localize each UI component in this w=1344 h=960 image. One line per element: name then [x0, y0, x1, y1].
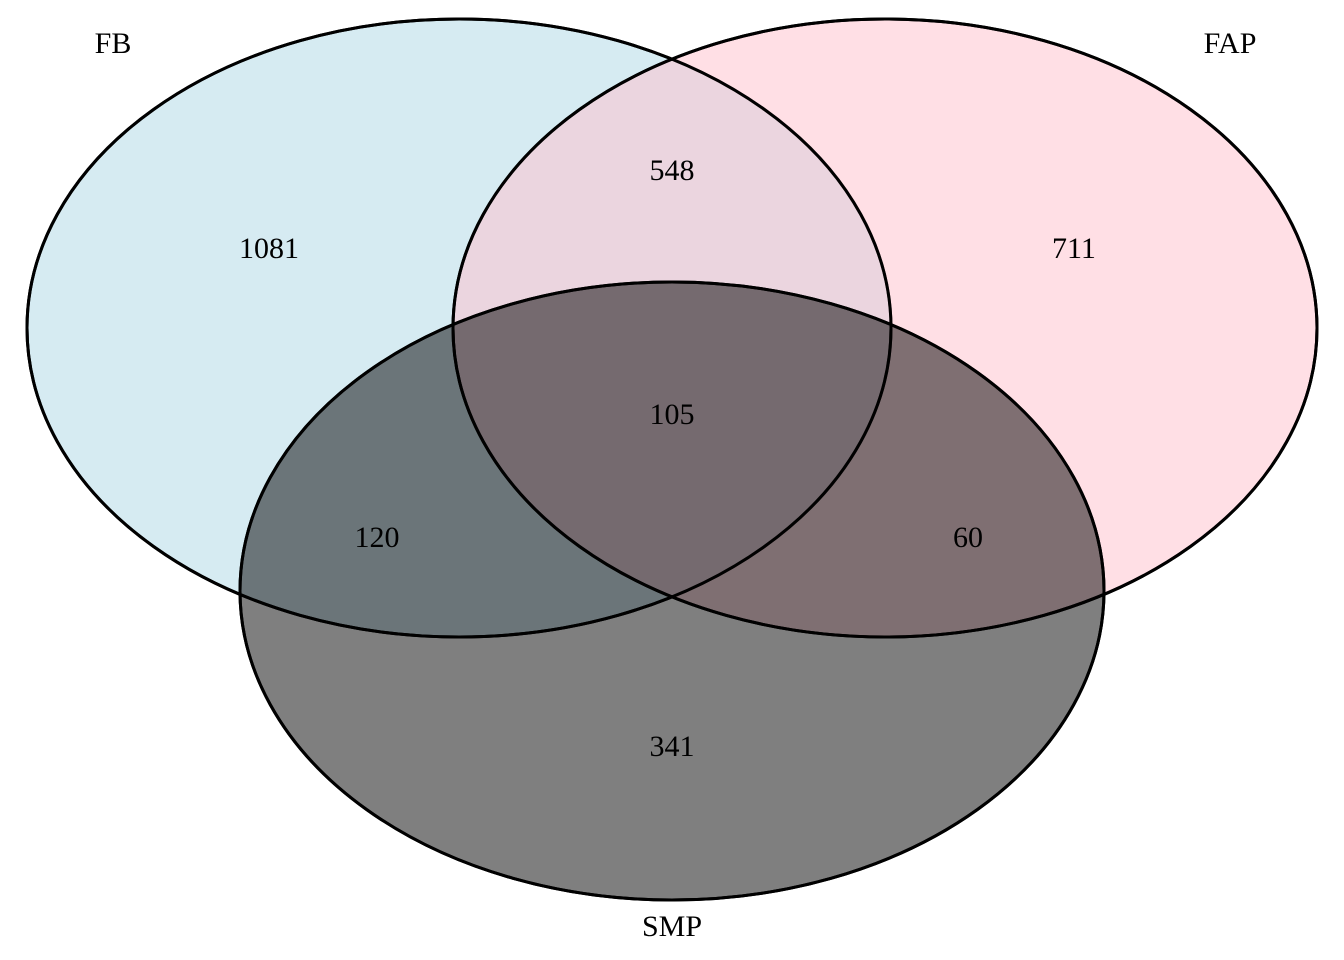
- fb-set-label: FB: [95, 27, 132, 60]
- smp-only-count: 341: [650, 730, 695, 763]
- smp-set-ellipse: [238, 280, 1106, 902]
- smp-set-label: SMP: [642, 910, 702, 943]
- fb-set-outline: [25, 17, 893, 639]
- smp-set-outline: [238, 280, 1106, 902]
- fap-set-label: FAP: [1204, 27, 1257, 60]
- fb-fap-smp-count: 105: [650, 398, 695, 431]
- fap-set-outline: [451, 17, 1319, 639]
- fap-only-count: 711: [1052, 232, 1096, 265]
- fb-only-count: 1081: [239, 232, 299, 265]
- fb-fap-count: 548: [650, 154, 695, 187]
- fap-smp-count: 60: [953, 521, 983, 554]
- fb-smp-count: 120: [355, 521, 400, 554]
